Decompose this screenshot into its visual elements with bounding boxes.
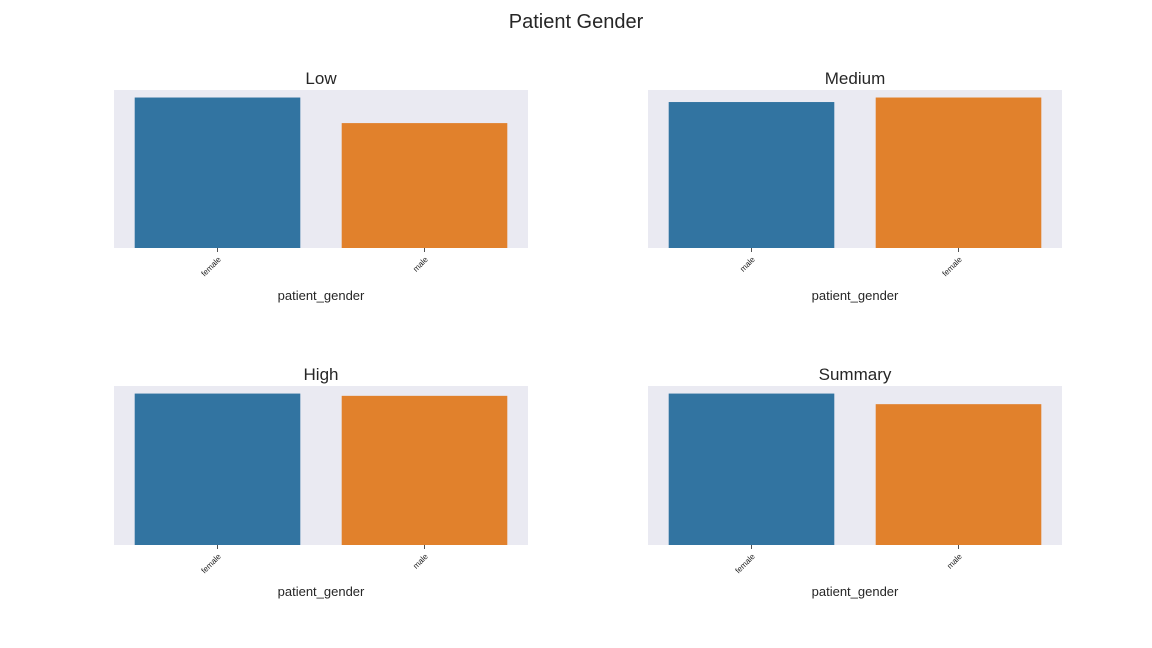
bar-female [134, 97, 301, 249]
x-tick-label: male [411, 552, 430, 571]
bar-female [134, 393, 301, 545]
bar-male [341, 123, 508, 248]
bar-female [875, 97, 1042, 249]
subplot-low: Low female male patient_gender [114, 69, 528, 303]
x-tick-label: male [738, 255, 757, 274]
bars-group [668, 393, 1042, 545]
x-axis-label: patient_gender [278, 288, 365, 303]
bars-group [134, 97, 508, 249]
x-axis-label: patient_gender [812, 288, 899, 303]
subplot-title: Low [305, 69, 337, 88]
subplot-title: Summary [819, 365, 892, 384]
x-axis-label: patient_gender [812, 584, 899, 599]
figure-title: Patient Gender [509, 11, 644, 33]
x-tick-label: female [941, 255, 965, 279]
x-tick-label: female [734, 552, 758, 576]
subplot-title: High [304, 365, 339, 384]
x-tick-label: female [200, 255, 224, 279]
bar-male [668, 102, 835, 248]
x-ticks-group: female male [200, 248, 430, 279]
bar-male [875, 404, 1042, 545]
x-axis-label: patient_gender [278, 584, 365, 599]
x-ticks-group: female male [200, 545, 430, 576]
x-tick-label: male [945, 552, 964, 571]
bars-group [134, 393, 508, 545]
x-ticks-group: female male [734, 545, 964, 576]
subplot-title: Medium [825, 69, 885, 88]
bar-male [341, 395, 508, 545]
x-ticks-group: male female [738, 248, 964, 278]
bars-group [668, 97, 1042, 249]
bar-female [668, 393, 835, 545]
x-tick-label: female [200, 552, 224, 576]
subplot-medium: Medium male female patient_gender [648, 69, 1062, 303]
x-tick-label: male [411, 255, 430, 274]
subplot-summary: Summary female male patient_gender [648, 365, 1062, 599]
subplot-high: High female male patient_gender [114, 365, 528, 599]
